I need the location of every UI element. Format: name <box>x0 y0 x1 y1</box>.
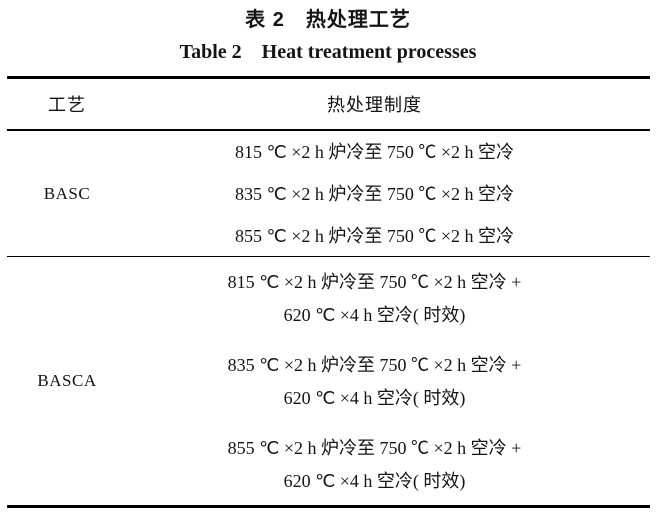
regime-line: 855 ℃ ×2 h 炉冷至 750 ℃ ×2 h 空冷 + <box>227 438 522 458</box>
table-title-chinese: 表 2 热处理工艺 <box>245 9 411 31</box>
process-label-basc: BASC <box>43 183 91 203</box>
column-header-process: 工艺 <box>48 95 86 115</box>
process-label-basca: BASCA <box>37 371 97 390</box>
table-header-row: 工艺 热处理制度 <box>7 79 650 131</box>
column-header-regime: 热处理制度 <box>327 95 422 115</box>
regime-line: 620 ℃ ×4 h 空冷( 时效) <box>283 305 466 325</box>
regime-line: 815 ℃ ×2 h 炉冷至 750 ℃ ×2 h 空冷 <box>234 142 515 162</box>
table-caption: 表 2 热处理工艺 Table 2 Heat treatment process… <box>0 0 656 65</box>
basc-regime-cell: 815 ℃ ×2 h 炉冷至 750 ℃ ×2 h 空冷 835 ℃ ×2 h … <box>127 131 650 256</box>
regime-entry: 815 ℃ ×2 h 炉冷至 750 ℃ ×2 h 空冷 + 620 ℃ ×4 … <box>228 266 522 332</box>
regime-line: 815 ℃ ×2 h 炉冷至 750 ℃ ×2 h 空冷 + <box>227 272 522 292</box>
basca-regime-cell: 815 ℃ ×2 h 炉冷至 750 ℃ ×2 h 空冷 + 620 ℃ ×4 … <box>127 257 650 505</box>
regime-line: 855 ℃ ×2 h 炉冷至 750 ℃ ×2 h 空冷 <box>234 226 515 246</box>
regime-line: 620 ℃ ×4 h 空冷( 时效) <box>283 388 466 408</box>
regime-line: 835 ℃ ×2 h 炉冷至 750 ℃ ×2 h 空冷 <box>234 184 515 204</box>
regime-entry: 855 ℃ ×2 h 炉冷至 750 ℃ ×2 h 空冷 + 620 ℃ ×4 … <box>228 432 522 498</box>
regime-line: 835 ℃ ×2 h 炉冷至 750 ℃ ×2 h 空冷 + <box>227 355 522 375</box>
regime-line: 620 ℃ ×4 h 空冷( 时效) <box>283 471 466 491</box>
table-section-basca: BASCA 815 ℃ ×2 h 炉冷至 750 ℃ ×2 h 空冷 + 620… <box>7 257 650 505</box>
table-section-basc: BASC 815 ℃ ×2 h 炉冷至 750 ℃ ×2 h 空冷 835 ℃ … <box>7 131 650 257</box>
table-title-english: Table 2 Heat treatment processes <box>179 41 477 63</box>
heat-treatment-table: 工艺 热处理制度 BASC 815 ℃ ×2 h 炉冷至 750 ℃ ×2 h … <box>7 76 650 508</box>
regime-entry: 835 ℃ ×2 h 炉冷至 750 ℃ ×2 h 空冷 + 620 ℃ ×4 … <box>228 349 522 415</box>
